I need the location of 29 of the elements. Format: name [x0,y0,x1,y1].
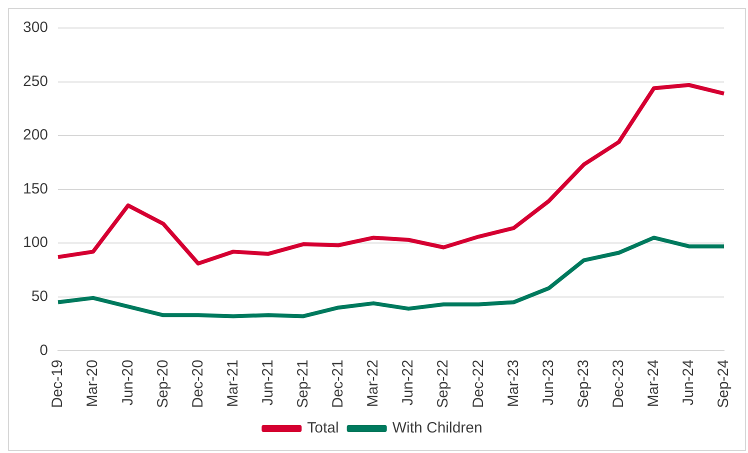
x-tick-label: Dec-21 [330,360,347,408]
y-tick-label: 200 [22,126,48,144]
x-tick-label: Sep-23 [574,360,592,408]
y-tick-label: 300 [22,19,48,36]
x-tick-label: Sep-22 [434,360,452,408]
x-tick-label: Dec-23 [610,360,627,408]
y-tick-label: 100 [22,234,48,252]
x-tick-label: Jun-21 [259,360,276,406]
x-tick-label: Dec-20 [189,360,206,408]
x-tick-label: Mar-24 [645,360,662,408]
x-tick-label: Mar-22 [364,360,382,408]
x-tick-label: Mar-23 [504,360,522,408]
x-tick-label: Mar-21 [224,360,242,408]
x-tick-label: Jun-24 [680,360,698,406]
y-tick-label: 50 [31,288,48,305]
x-tick-label: Sep-20 [154,360,172,408]
x-tick-label: Mar-20 [84,360,102,408]
x-tick-label: Sep-21 [294,360,312,408]
y-tick-label: 150 [22,180,48,198]
x-tick-label: Dec-22 [470,360,487,408]
x-tick-label: Jun-23 [540,360,557,406]
x-tick-label: Jun-22 [400,360,417,406]
legend-label: With Children [392,420,482,437]
legend-label: Total [307,420,339,437]
y-tick-label: 0 [40,342,48,359]
x-tick-label: Sep-24 [715,360,732,408]
x-tick-label: Jun-20 [119,360,136,406]
y-tick-label: 250 [22,72,48,90]
x-tick-label: Dec-19 [49,360,66,408]
